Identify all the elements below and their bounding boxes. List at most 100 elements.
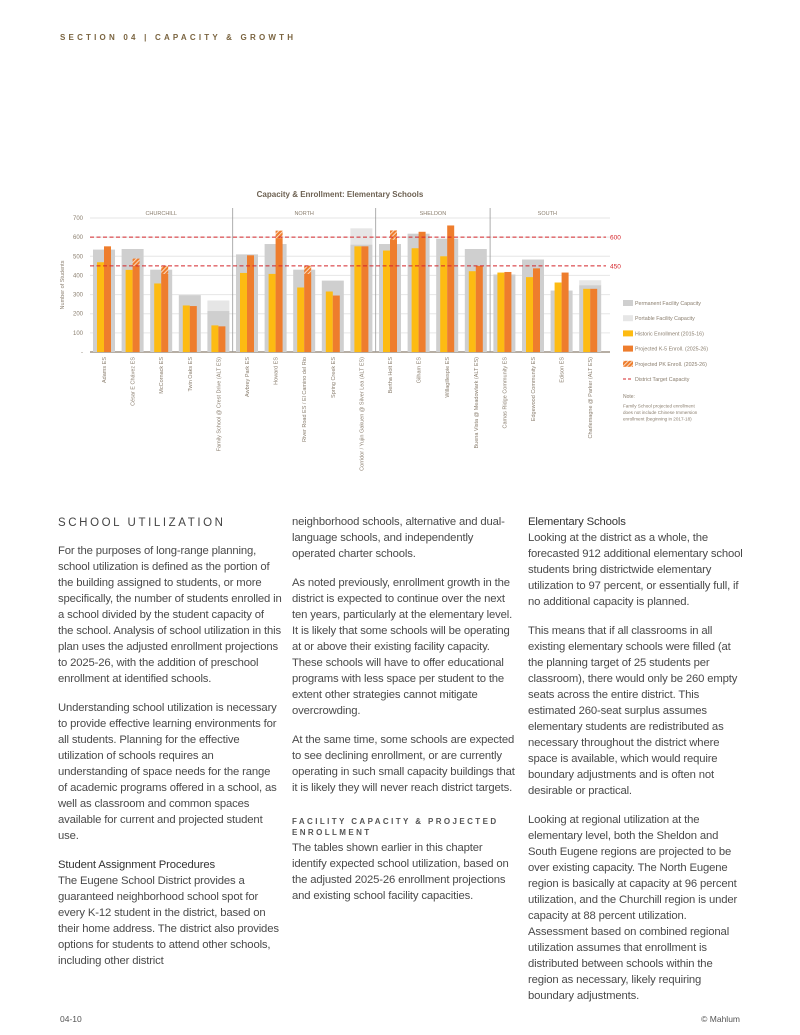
bar-projected-k5 <box>247 255 254 352</box>
x-tick-label: César E Chávez ES <box>131 357 137 406</box>
x-tick-label: Awbrey Park ES <box>245 357 251 397</box>
paragraph: The tables shown earlier in this chapter… <box>292 842 509 902</box>
bar-projected-k5 <box>132 265 140 352</box>
bar-historic-enrollment <box>468 271 476 352</box>
bar-historic-enrollment <box>497 272 505 352</box>
section-header: SECTION 04 | CAPACITY & GROWTH <box>60 33 297 42</box>
region-label: SHELDON <box>420 211 447 217</box>
bar-historic-enrollment <box>211 325 219 352</box>
bar-projected-k5 <box>332 295 340 352</box>
bar-projected-pk <box>304 265 312 274</box>
bar-projected-pk <box>390 230 397 240</box>
paragraph: neighborhood schools, alternative and du… <box>292 516 505 560</box>
legend-label: Portable Facility Capacity <box>635 316 695 322</box>
legend-label: Projected K-5 Enroll. (2025-26) <box>635 347 708 353</box>
y-tick-label: 100 <box>73 331 84 337</box>
region-label: CHURCHILL <box>145 211 176 217</box>
x-tick-label: Twin Oaks ES <box>188 357 194 392</box>
x-tick-label: Corridor / Yujin Gakuen @ Silver Lea (AL… <box>359 357 365 471</box>
bar-historic-enrollment <box>97 262 104 352</box>
legend-label: District Target Capacity <box>635 377 690 383</box>
bar-projected-k5 <box>390 239 397 352</box>
bar-historic-enrollment <box>154 283 162 352</box>
bar-portable-capacity <box>579 280 602 286</box>
bar-historic-enrollment <box>125 269 133 352</box>
paragraph: The Eugene School District provides a gu… <box>58 875 279 967</box>
x-tick-label: Family School @ Crest Drive (ALT ES) <box>216 357 222 451</box>
x-tick-label: Adams ES <box>102 357 108 383</box>
x-tick-label: Bertha Holt ES <box>388 357 394 394</box>
bar-projected-pk <box>132 258 140 266</box>
bar-projected-k5 <box>104 246 111 352</box>
region-label: NORTH <box>294 211 313 217</box>
page-number: 04-10 <box>60 1014 82 1024</box>
bar-projected-k5 <box>218 326 226 352</box>
y-tick-label: - <box>81 350 83 356</box>
legend-swatch <box>623 300 633 306</box>
bar-historic-enrollment <box>440 256 448 352</box>
bar-projected-k5 <box>504 271 512 352</box>
legend-swatch <box>623 330 633 337</box>
legend-label: Projected PK Enroll. (2025-26) <box>635 362 707 368</box>
footer-credit: © Mahlum <box>701 1014 740 1024</box>
column-2: neighborhood schools, alternative and du… <box>292 514 518 917</box>
bar-projected-k5 <box>161 273 169 352</box>
chart-note: enrollment (beginning in 2017-18) <box>623 417 692 422</box>
y-tick-label: 700 <box>73 216 84 222</box>
bar-historic-enrollment <box>383 250 390 352</box>
x-tick-label: Camas Ridge Community ES <box>502 357 508 429</box>
x-tick-label: Edison ES <box>560 357 566 383</box>
chart-title: Capacity & Enrollment: Elementary School… <box>257 190 424 199</box>
bar-projected-pk <box>275 230 283 239</box>
legend-swatch <box>623 345 633 352</box>
paragraph: This means that if all classrooms in all… <box>528 625 738 797</box>
y-tick-label: 600 <box>73 235 84 241</box>
paragraph: Looking at regional utilization at the e… <box>528 814 738 1002</box>
bar-projected-k5 <box>418 231 426 352</box>
bar-historic-enrollment <box>583 288 591 352</box>
bar-projected-k5 <box>475 265 483 352</box>
bar-projected-pk <box>161 265 169 274</box>
x-tick-label: Spring Creek ES <box>331 357 337 398</box>
x-tick-label: Gilham ES <box>417 357 423 384</box>
y-tick-label: 500 <box>73 254 84 260</box>
chart-note: does not include Chinese Immersion <box>623 410 698 415</box>
capacity-enrollment-chart: Capacity & Enrollment: Elementary School… <box>60 190 708 471</box>
paragraph: Looking at the district as a whole, the … <box>528 532 743 608</box>
legend-label: Historic Enrollment (2015-16) <box>635 331 704 337</box>
subheading-student-assignment: Student Assignment Procedures <box>58 859 216 871</box>
bar-historic-enrollment <box>354 246 362 352</box>
x-tick-label: Willagillespie ES <box>445 357 451 398</box>
column-1: SCHOOL UTILIZATION For the purposes of l… <box>58 514 282 982</box>
x-tick-label: McCornack ES <box>159 357 165 394</box>
heading-facility-capacity: FACILITY CAPACITY & PROJECTED ENROLLMENT <box>292 817 499 837</box>
bar-historic-enrollment <box>526 277 533 352</box>
bar-projected-k5 <box>533 268 540 352</box>
y-tick-label: 300 <box>73 293 84 299</box>
x-tick-label: Edgewood Community ES <box>531 357 537 422</box>
bar-projected-k5 <box>304 273 312 352</box>
heading-school-utilization: SCHOOL UTILIZATION <box>58 517 226 529</box>
legend-swatch <box>623 360 633 367</box>
bar-projected-k5 <box>447 225 455 352</box>
bar-historic-enrollment <box>297 287 305 352</box>
bar-projected-k5 <box>361 246 369 352</box>
bar-historic-enrollment <box>240 272 247 352</box>
bar-projected-k5 <box>561 272 569 352</box>
x-tick-label: Buena Vista @ Meadowlark (ALT ES) <box>474 357 480 449</box>
chart-note: Family School projected enrollment <box>623 404 695 409</box>
bar-projected-k5 <box>275 238 283 352</box>
x-tick-label: Howard ES <box>274 357 280 385</box>
bar-historic-enrollment <box>554 282 562 352</box>
legend-label: Permanent Facility Capacity <box>635 301 701 307</box>
target-capacity-label: 600 <box>610 235 621 242</box>
y-axis-label: Number of Students <box>60 260 66 309</box>
column-3: Elementary Schools Looking at the distri… <box>528 514 746 1017</box>
paragraph: For the purposes of long-range planning,… <box>58 545 282 685</box>
target-capacity-label: 450 <box>610 263 621 270</box>
y-tick-label: 200 <box>73 312 84 318</box>
x-tick-label: River Road ES / El Camino del Rio <box>302 357 308 442</box>
bar-portable-capacity <box>207 300 230 312</box>
bar-historic-enrollment <box>182 305 190 352</box>
bar-projected-k5 <box>590 288 598 352</box>
